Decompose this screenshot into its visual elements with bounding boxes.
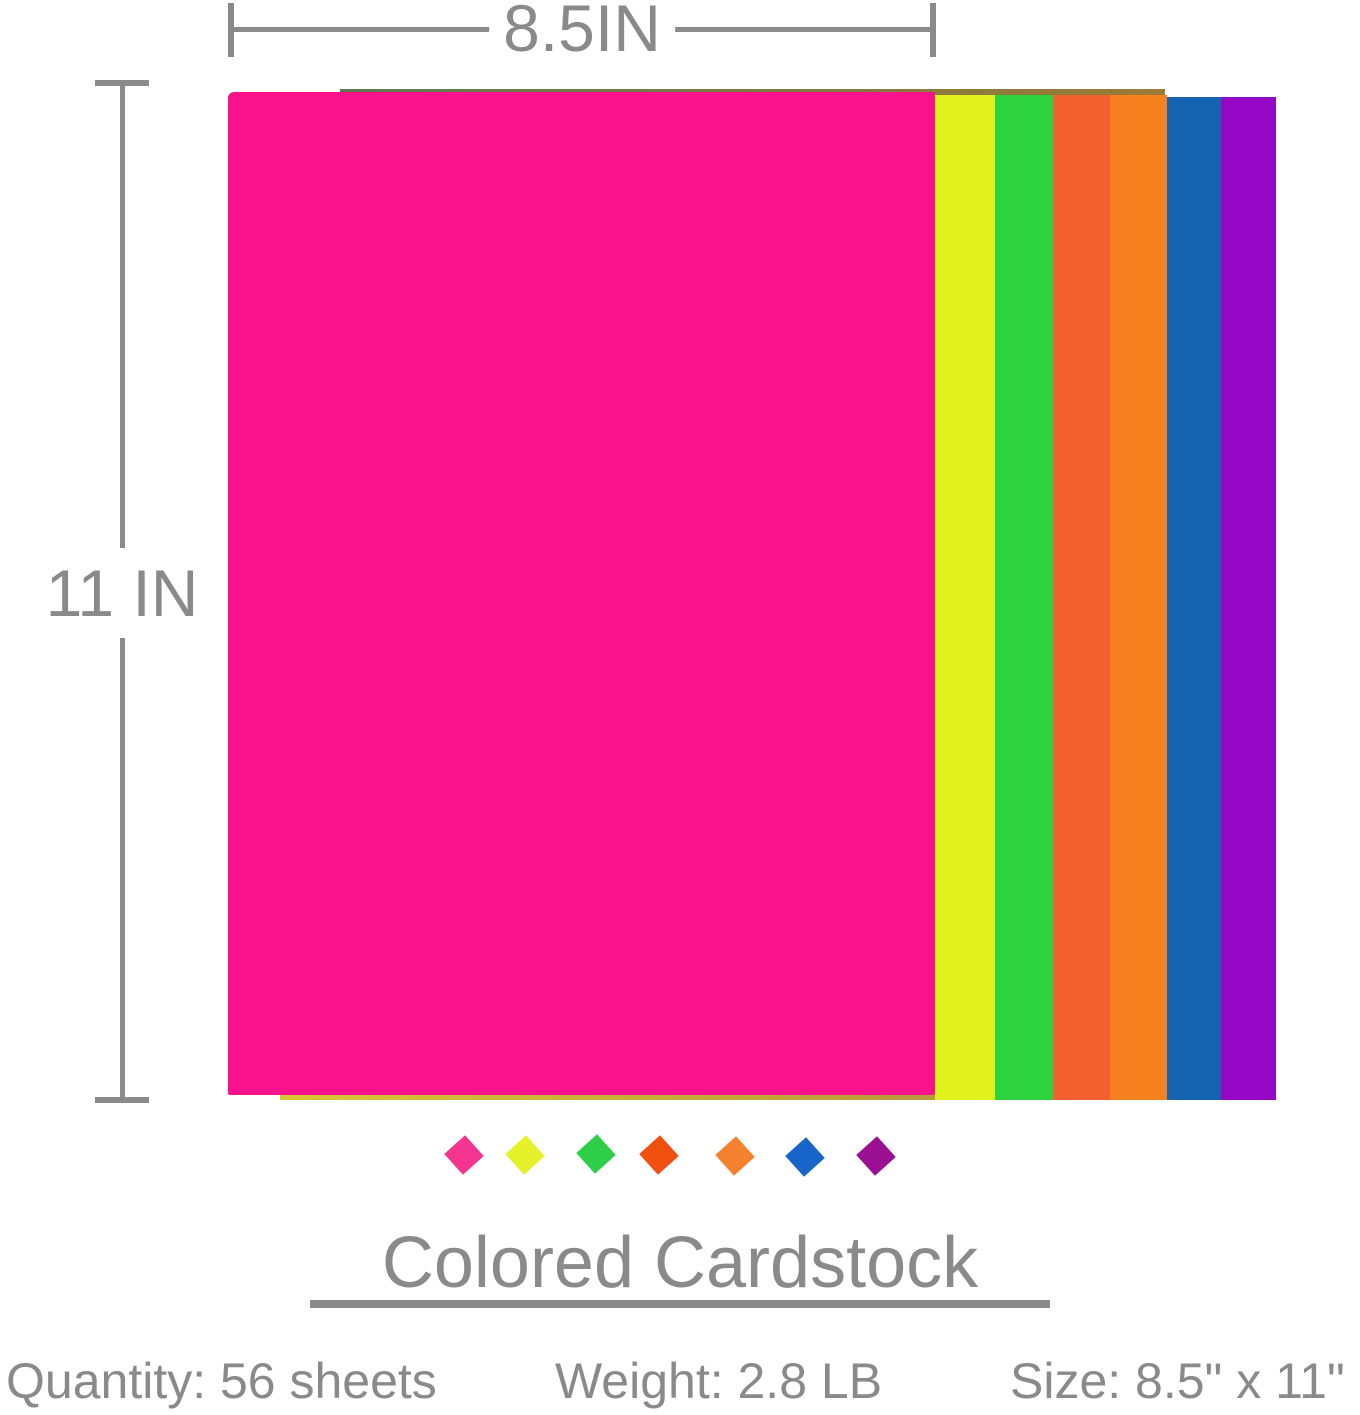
height-dimension-label: 11 IN	[37, 548, 207, 638]
width-dimension-right-tick	[930, 3, 936, 57]
color-swatch-blue	[785, 1137, 825, 1177]
sheet-strip-yellow	[935, 95, 995, 1100]
color-swatch-yellow	[505, 1135, 545, 1175]
color-swatch-pink	[444, 1135, 484, 1175]
sheet-strip-red-orange	[1053, 95, 1110, 1100]
sheet-strip-blue	[1167, 97, 1221, 1100]
sheet-front	[228, 92, 935, 1095]
width-dimension-label: 8.5IN	[489, 0, 675, 61]
height-dimension-top-tick	[95, 80, 149, 86]
color-swatch-green	[576, 1134, 616, 1174]
spec-quantity: Quantity: 56 sheets	[6, 1353, 437, 1409]
title-underline	[310, 1300, 1050, 1308]
width-dimension-left-tick	[228, 3, 234, 57]
product-title: Colored Cardstock	[381, 1223, 979, 1303]
sheet-strip-purple	[1221, 97, 1276, 1100]
spec-weight: Weight: 2.8 LB	[555, 1353, 883, 1409]
color-swatch-orange	[715, 1136, 755, 1176]
sheet-strip-orange	[1110, 95, 1167, 1100]
color-swatch-red-orange	[639, 1135, 679, 1175]
spec-size: Size: 8.5" x 11"	[1010, 1353, 1345, 1409]
stack-bottom-edge	[280, 1092, 1150, 1100]
height-dimension-bottom-tick	[95, 1097, 149, 1103]
sheet-strip-green	[995, 95, 1053, 1100]
color-swatch-purple	[856, 1136, 896, 1176]
